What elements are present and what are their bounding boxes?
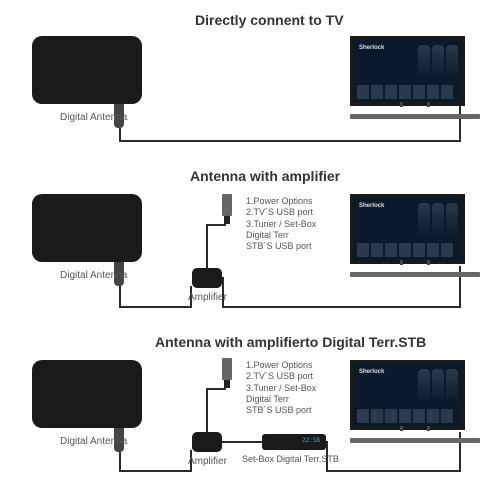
amplifier-icon (192, 268, 222, 288)
section-direct: Directly connent to TV Digital Antenna S… (0, 0, 500, 166)
power-options-list: 1.Power Options 2.TV´S USB port 3.Tuner … (246, 196, 316, 252)
power-options-list: 1.Power Options 2.TV´S USB port 3.Tuner … (246, 360, 316, 416)
tv-icon: Sherlock (350, 360, 480, 443)
cable-icon (206, 388, 208, 432)
list-item: 1.Power Options (246, 196, 316, 207)
list-item: 3.Tuner / Set-Box (246, 383, 316, 394)
cable-icon (222, 306, 461, 308)
antenna-label: Digital Antenna (60, 436, 127, 447)
antenna-icon (32, 194, 142, 262)
cable-icon (119, 140, 461, 142)
antenna-icon (32, 36, 142, 104)
cable-icon (326, 470, 461, 472)
cable-icon (119, 306, 192, 308)
cable-icon (119, 452, 121, 472)
cable-icon (206, 388, 226, 390)
list-item: 1.Power Options (246, 360, 316, 371)
list-item: STB´S USB port (246, 241, 316, 252)
section-title: Antenna with amplifier (190, 168, 340, 184)
amplifier-label: Amplifier (188, 456, 227, 467)
list-item: 3.Tuner / Set-Box (246, 219, 316, 230)
cable-icon (326, 441, 328, 472)
tv-show-title: Sherlock (359, 203, 384, 209)
list-item: Digital Terr (246, 394, 316, 405)
section-title: Antenna with amplifierto Digital Terr.ST… (155, 334, 426, 350)
list-item: 2.TV´S USB port (246, 371, 316, 382)
tv-show-title: Sherlock (359, 369, 384, 375)
antenna-label: Digital Antenna (60, 270, 127, 281)
cable-icon (206, 224, 226, 226)
usb-plug-icon (222, 194, 232, 216)
cable-icon (119, 128, 121, 140)
set-top-box-icon (262, 434, 326, 450)
cable-icon (206, 224, 208, 268)
tv-icon: Sherlock (350, 194, 480, 277)
usb-plug-icon (222, 358, 232, 380)
cable-icon (222, 277, 224, 308)
section-with-amplifier: Antenna with amplifier Digital Antenna A… (0, 166, 500, 332)
antenna-label: Digital Antenna (60, 112, 127, 123)
antenna-icon (32, 360, 142, 428)
list-item: Digital Terr (246, 230, 316, 241)
cable-icon (119, 286, 121, 308)
tv-icon: Sherlock (350, 36, 480, 119)
cable-icon (119, 470, 192, 472)
cable-icon (222, 441, 262, 443)
section-with-amplifier-stb: Antenna with amplifierto Digital Terr.ST… (0, 332, 500, 498)
stb-label: Set-Box Digital Terr.STB (242, 454, 339, 464)
amplifier-icon (192, 432, 222, 452)
tv-show-title: Sherlock (359, 45, 384, 51)
list-item: STB´S USB port (246, 405, 316, 416)
section-title: Directly connent to TV (195, 12, 344, 28)
list-item: 2.TV´S USB port (246, 207, 316, 218)
